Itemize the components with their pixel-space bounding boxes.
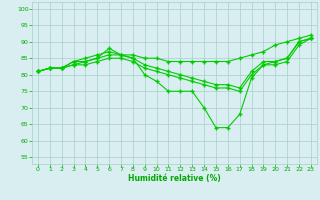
X-axis label: Humidité relative (%): Humidité relative (%): [128, 174, 221, 183]
